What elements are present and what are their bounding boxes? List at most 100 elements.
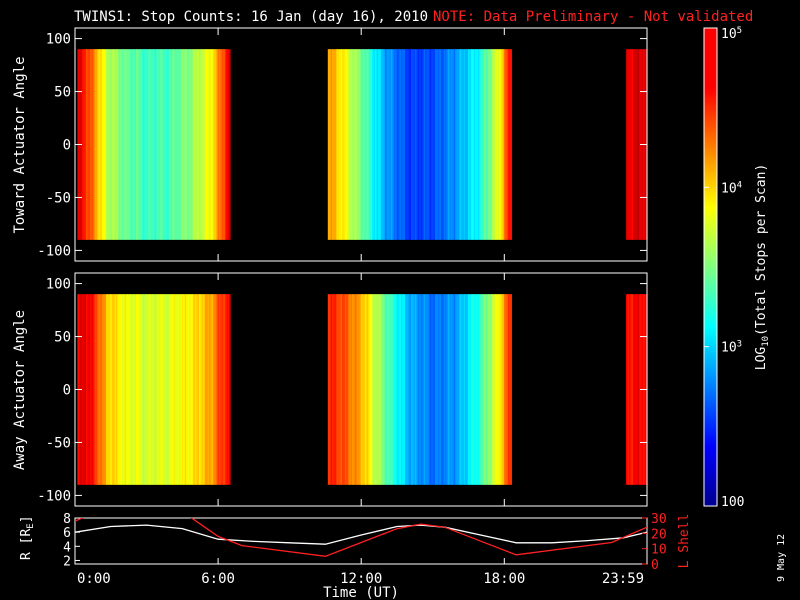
heatmap-cell — [150, 294, 153, 485]
heatmap-cell — [187, 294, 190, 485]
heatmap-cell — [625, 49, 628, 240]
away-y-ticks: 100 50 0 -50 -100 — [37, 277, 647, 504]
heatmap-cell — [170, 294, 173, 485]
heatmap-cell — [473, 49, 476, 240]
heatmap-cell — [438, 49, 441, 240]
heatmap-cell — [456, 294, 459, 485]
toward-heatmap — [75, 28, 648, 261]
heatmap-cell — [479, 49, 482, 240]
heatmap-cell — [219, 49, 222, 240]
heatmap-cell — [190, 294, 193, 485]
heatmap-cell — [470, 294, 473, 485]
heatmap-cell — [492, 294, 495, 485]
heatmap-cell — [113, 49, 116, 240]
heatmap-cell — [473, 294, 476, 485]
y-tick-label: 100 — [46, 277, 71, 293]
heatmap-cell — [140, 294, 143, 485]
heatmap-cell — [93, 49, 96, 240]
y-tick-label: -50 — [46, 435, 71, 451]
y-tick-label: 100 — [46, 32, 71, 48]
heatmap-cell — [226, 294, 229, 485]
heatmap-cell — [634, 294, 637, 485]
heatmap-cell — [353, 49, 356, 240]
heatmap-cell — [340, 294, 343, 485]
heatmap-cell — [372, 49, 375, 240]
heatmap-cell — [229, 49, 231, 240]
heatmap-cell — [475, 49, 478, 240]
heatmap-cell — [157, 49, 160, 240]
r-tick-label: 6 — [63, 526, 71, 541]
heatmap-cell — [433, 294, 436, 485]
heatmap-cell — [440, 294, 443, 485]
heatmap-cell — [197, 294, 200, 485]
heatmap-cell — [153, 49, 156, 240]
heatmap-cell — [432, 294, 435, 485]
heatmap-cell — [153, 294, 156, 485]
heatmap-cell — [123, 294, 126, 485]
heatmap-cell — [343, 294, 346, 485]
heatmap-cell — [460, 49, 463, 240]
heatmap-cell — [173, 49, 176, 240]
heatmap-cell — [442, 49, 445, 240]
heatmap-cell — [466, 49, 469, 240]
heatmap-cell — [389, 49, 392, 240]
heatmap-cell — [176, 294, 179, 485]
heatmap-cell — [476, 294, 479, 485]
heatmap-cell — [200, 49, 203, 240]
heatmap-cell — [201, 294, 204, 485]
heatmap-cell — [634, 49, 637, 240]
heatmap-cell — [334, 49, 337, 240]
heatmap-cell — [396, 49, 399, 240]
heatmap-cell — [95, 294, 99, 485]
heatmap-cell — [443, 294, 446, 485]
heatmap-cell — [373, 294, 376, 485]
heatmap-cell — [344, 294, 348, 485]
heatmap-cell — [333, 49, 336, 240]
heatmap-cell — [399, 49, 402, 240]
heatmap-cell — [412, 49, 415, 240]
heatmap-cell — [177, 294, 180, 485]
heatmap-cell — [206, 49, 209, 240]
heatmap-cell — [442, 294, 445, 485]
colorbar-gradient — [703, 27, 718, 507]
heatmap-cell — [472, 294, 475, 485]
heatmap-cell — [346, 49, 349, 240]
heatmap-cell — [468, 294, 471, 485]
heatmap-cell — [196, 294, 199, 485]
heatmap-cell — [637, 294, 640, 485]
heatmap-cell — [229, 294, 231, 485]
heatmap-cell — [357, 49, 360, 240]
heatmap-cell — [87, 49, 90, 240]
heatmap-cell — [383, 294, 386, 485]
heatmap-cell — [350, 49, 353, 240]
heatmap-cell — [164, 49, 167, 240]
heatmap-cell — [214, 294, 217, 485]
heatmap-cell — [88, 49, 91, 240]
heatmap-cell — [633, 294, 636, 485]
heatmap-cell — [101, 49, 104, 240]
heatmap-cell — [223, 49, 226, 240]
heatmap-cell — [143, 294, 146, 485]
heatmap-cell — [369, 49, 372, 240]
heatmap-cell — [186, 49, 189, 240]
heatmap-cell — [171, 49, 174, 240]
heatmap-cell — [340, 49, 343, 240]
heatmap-cell — [410, 294, 413, 485]
heatmap-cell — [85, 294, 88, 485]
heatmap-cell — [433, 49, 436, 240]
heatmap-cell — [171, 294, 174, 485]
heatmap-cell — [375, 49, 378, 240]
heatmap-cell — [359, 49, 362, 240]
time-tick-label: 0:00 — [77, 571, 111, 587]
heatmap-cell — [178, 294, 182, 485]
heatmap-cell — [380, 49, 383, 240]
heatmap-cell — [356, 49, 359, 240]
r-distance-line — [75, 524, 647, 545]
heatmap-cell — [390, 49, 393, 240]
heatmap-cell — [336, 294, 339, 485]
heatmap-cell — [87, 294, 90, 485]
heatmap-cell — [209, 294, 212, 485]
heatmap-cell — [163, 294, 166, 485]
heatmap-cell — [472, 49, 475, 240]
heatmap-cell — [148, 294, 151, 485]
